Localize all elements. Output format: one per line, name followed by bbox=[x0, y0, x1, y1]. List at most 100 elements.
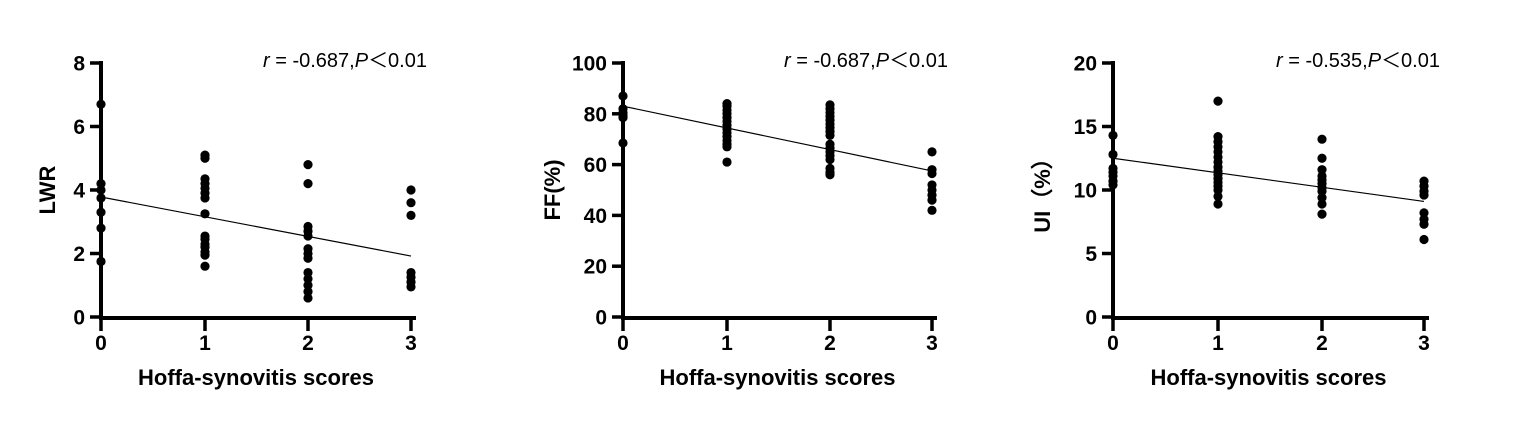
data-point bbox=[303, 280, 313, 290]
y-tick-label: 0 bbox=[595, 307, 607, 330]
y-tick-label: 80 bbox=[584, 103, 607, 126]
y-axis-title: UI（%） bbox=[1030, 147, 1055, 233]
y-tick-label: 4 bbox=[73, 180, 85, 203]
data-point bbox=[1108, 180, 1118, 190]
data-point bbox=[96, 99, 106, 109]
data-point bbox=[406, 185, 416, 195]
data-point bbox=[927, 205, 937, 215]
x-tick-label: 2 bbox=[824, 332, 836, 355]
data-point bbox=[1419, 234, 1429, 245]
y-tick-label: 0 bbox=[1085, 307, 1097, 330]
x-tick-label: 3 bbox=[926, 332, 938, 355]
data-point bbox=[303, 179, 313, 189]
data-point bbox=[303, 267, 313, 278]
chart-panel-ff: 0 20 40 60 80 100 0 1 2 3 FF(%) Hoffa-synovitis sco… bbox=[505, 0, 1010, 438]
y-tick-label: 5 bbox=[1085, 243, 1097, 266]
data-point bbox=[1213, 199, 1223, 209]
data-point bbox=[303, 287, 313, 297]
data-point bbox=[1419, 190, 1429, 200]
data-point bbox=[1108, 149, 1118, 160]
data-point bbox=[96, 185, 106, 195]
y-tick-label: 10 bbox=[1074, 180, 1097, 203]
y-tick-label: 6 bbox=[73, 116, 85, 139]
data-point bbox=[927, 195, 937, 205]
data-point bbox=[96, 207, 106, 217]
data-point bbox=[200, 261, 210, 271]
data-point bbox=[1108, 130, 1118, 140]
data-point bbox=[1317, 209, 1327, 219]
data-point bbox=[406, 210, 416, 220]
data-point bbox=[200, 193, 210, 203]
x-axis-title: Hoffa-synovitis scores bbox=[138, 365, 374, 390]
x-tick-label: 1 bbox=[199, 332, 211, 355]
x-tick-label: 2 bbox=[1316, 332, 1328, 355]
data-point bbox=[1317, 165, 1327, 175]
data-point bbox=[825, 170, 835, 180]
scatter-plot: 0 5 10 15 20 0 1 2 3 UI（%） Hoffa-synovitis scores r… bbox=[1030, 50, 1440, 390]
y-tick-label: 20 bbox=[1074, 53, 1097, 76]
data-point bbox=[406, 282, 416, 292]
y-tick-label: 40 bbox=[584, 205, 607, 228]
data-point bbox=[927, 168, 937, 179]
data-point bbox=[200, 209, 210, 219]
data-point bbox=[1317, 134, 1327, 144]
data-point bbox=[1317, 153, 1327, 163]
y-axis-title: FF(%) bbox=[540, 159, 565, 220]
x-axis-title: Hoffa-synovitis scores bbox=[1151, 365, 1387, 390]
data-point bbox=[1419, 208, 1429, 218]
x-tick-label: 0 bbox=[617, 332, 629, 355]
data-point bbox=[722, 157, 732, 167]
trend-line bbox=[622, 105, 933, 172]
x-axis-title: Hoffa-synovitis scores bbox=[660, 365, 896, 390]
data-point bbox=[1213, 185, 1223, 195]
chart-panel-lwr: 0 2 4 6 8 0 1 2 3 LWR Hoffa-synovitis scores r = -0… bbox=[0, 0, 505, 438]
data-point bbox=[200, 153, 210, 163]
data-point bbox=[303, 160, 313, 170]
data-point bbox=[96, 179, 106, 189]
data-point bbox=[96, 223, 106, 233]
data-point bbox=[303, 253, 313, 263]
x-tick-label: 1 bbox=[721, 332, 733, 355]
y-tick-label: 0 bbox=[73, 307, 85, 330]
y-tick-label: 8 bbox=[73, 53, 85, 76]
y-tick-label: 100 bbox=[572, 53, 607, 76]
y-axis-title: LWR bbox=[35, 165, 60, 214]
data-point bbox=[200, 250, 210, 260]
x-tick-label: 3 bbox=[405, 332, 417, 355]
data-point bbox=[618, 138, 628, 148]
scatter-plot: 0 2 4 6 8 0 1 2 3 LWR Hoffa-synovitis scores r = -0… bbox=[35, 50, 427, 390]
data-point bbox=[1213, 191, 1223, 201]
data-point bbox=[1419, 219, 1429, 229]
y-tick-label: 20 bbox=[584, 256, 607, 279]
data-point bbox=[927, 147, 937, 157]
y-tick-label: 2 bbox=[73, 243, 85, 266]
y-tick-label: 60 bbox=[584, 154, 607, 177]
data-point bbox=[96, 256, 106, 267]
correlation-annotation: r = -0.687,P＜0.01 bbox=[263, 50, 427, 72]
data-point bbox=[825, 130, 835, 140]
scatter-plot: 0 20 40 60 80 100 0 1 2 3 FF(%) Hoffa-synovitis sco… bbox=[540, 50, 948, 390]
x-tick-label: 0 bbox=[1107, 332, 1119, 355]
data-point bbox=[1317, 193, 1327, 203]
data-point bbox=[303, 293, 313, 303]
correlation-annotation: r = -0.535,P＜0.01 bbox=[1276, 50, 1440, 72]
trend-line bbox=[1112, 157, 1425, 203]
y-tick-label: 15 bbox=[1074, 116, 1098, 139]
data-point bbox=[96, 193, 106, 203]
data-point bbox=[303, 274, 313, 284]
trend-line bbox=[100, 196, 412, 257]
data-point bbox=[825, 154, 835, 165]
data-point bbox=[1213, 96, 1223, 106]
x-tick-label: 3 bbox=[1418, 332, 1430, 355]
data-point bbox=[618, 91, 628, 101]
data-point bbox=[618, 113, 628, 123]
data-point bbox=[303, 231, 313, 241]
data-point bbox=[406, 198, 416, 208]
data-point bbox=[1317, 199, 1327, 209]
chart-panel-ui: 0 5 10 15 20 0 1 2 3 UI（%） Hoffa-synovitis scores r… bbox=[1010, 0, 1515, 438]
x-tick-label: 2 bbox=[302, 332, 314, 355]
data-point bbox=[722, 142, 732, 152]
x-tick-label: 0 bbox=[95, 332, 107, 355]
data-point bbox=[1317, 186, 1327, 196]
